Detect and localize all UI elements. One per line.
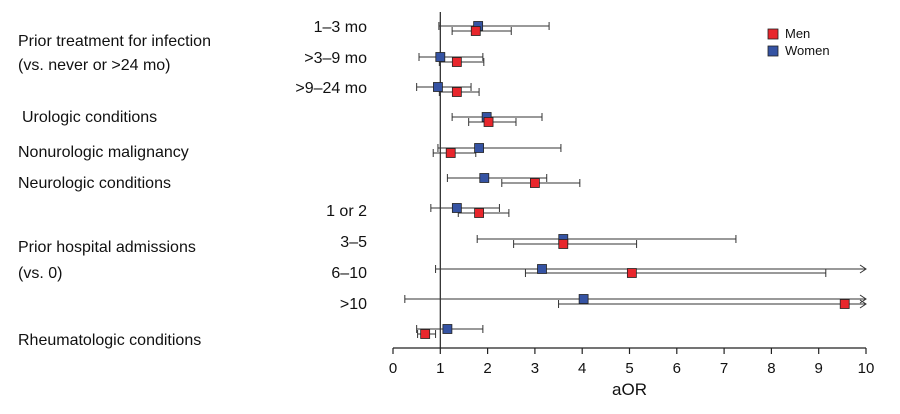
men-point xyxy=(483,117,494,127)
legend-label-men: Men xyxy=(785,26,810,41)
x-tick-label: 3 xyxy=(531,360,539,377)
x-tick-label: 2 xyxy=(483,360,491,377)
men-point xyxy=(451,57,462,67)
x-tick-label: 1 xyxy=(436,360,444,377)
women-point xyxy=(474,143,484,153)
men-point xyxy=(839,299,850,309)
women-point xyxy=(442,324,453,334)
men-ci-arrow xyxy=(859,299,867,309)
women-point xyxy=(479,173,490,183)
legend-swatch-women xyxy=(767,45,779,57)
row-label: >10 xyxy=(340,296,367,313)
women-point xyxy=(578,294,589,304)
x-axis: 0 1 2 3 4 5 6 7 8 9 10 aOR xyxy=(389,347,875,399)
men-point xyxy=(626,268,637,278)
x-tick-label: 5 xyxy=(625,360,633,377)
x-tick-label: 4 xyxy=(578,360,586,377)
legend-swatch-men xyxy=(767,28,779,40)
row-label: 1 or 2 xyxy=(326,203,367,220)
men-point xyxy=(451,87,462,97)
row-labels: 1–3 mo >3–9 mo >9–24 mo 1 or 2 3–5 6–10 >10 xyxy=(295,19,367,313)
women-point xyxy=(537,264,547,274)
row-label: 3–5 xyxy=(340,234,367,251)
confidence-intervals xyxy=(404,22,867,338)
men-point xyxy=(445,148,456,158)
row-label: 6–10 xyxy=(331,265,367,282)
women-point xyxy=(451,203,462,213)
x-tick-label: 6 xyxy=(673,360,681,377)
men-point xyxy=(530,178,540,188)
group-label-neurologic-line-1: Neurologic conditions xyxy=(18,175,171,192)
women-point xyxy=(433,82,443,92)
men-point xyxy=(474,208,484,218)
legend: Men Women xyxy=(767,26,830,58)
row-label: 1–3 mo xyxy=(314,19,367,36)
group-label-prior-hospital-line-1: Prior hospital admissions xyxy=(18,239,196,256)
x-axis-title: aOR xyxy=(612,380,647,399)
x-tick-label: 7 xyxy=(720,360,728,377)
group-label-rheumatologic-line-1: Rheumatologic conditions xyxy=(18,332,201,349)
women-point xyxy=(435,52,446,62)
x-tick-label: 0 xyxy=(389,360,397,377)
group-label-prior-treatment-line-2: (vs. never or >24 mo) xyxy=(18,57,171,74)
legend-label-women: Women xyxy=(785,43,830,58)
group-label-nonurologic-malignancy-line-1: Nonurologic malignancy xyxy=(18,144,189,161)
group-label-urologic-line-1: Urologic conditions xyxy=(22,109,157,126)
x-tick-label: 9 xyxy=(815,360,823,377)
row-label: >9–24 mo xyxy=(295,80,367,97)
men-point xyxy=(558,239,569,249)
left-labels: Prior treatment for infection (vs. never … xyxy=(18,33,211,349)
x-tick-label: 8 xyxy=(767,360,775,377)
men-point xyxy=(420,329,431,339)
point-estimates xyxy=(420,21,850,339)
x-tick-label: 10 xyxy=(858,360,875,377)
women-ci-arrow xyxy=(859,264,867,274)
row-label: >3–9 mo xyxy=(304,50,367,67)
group-label-prior-treatment-line-1: Prior treatment for infection xyxy=(18,33,211,50)
men-point xyxy=(470,26,481,36)
group-label-prior-hospital-line-2: (vs. 0) xyxy=(18,265,62,282)
